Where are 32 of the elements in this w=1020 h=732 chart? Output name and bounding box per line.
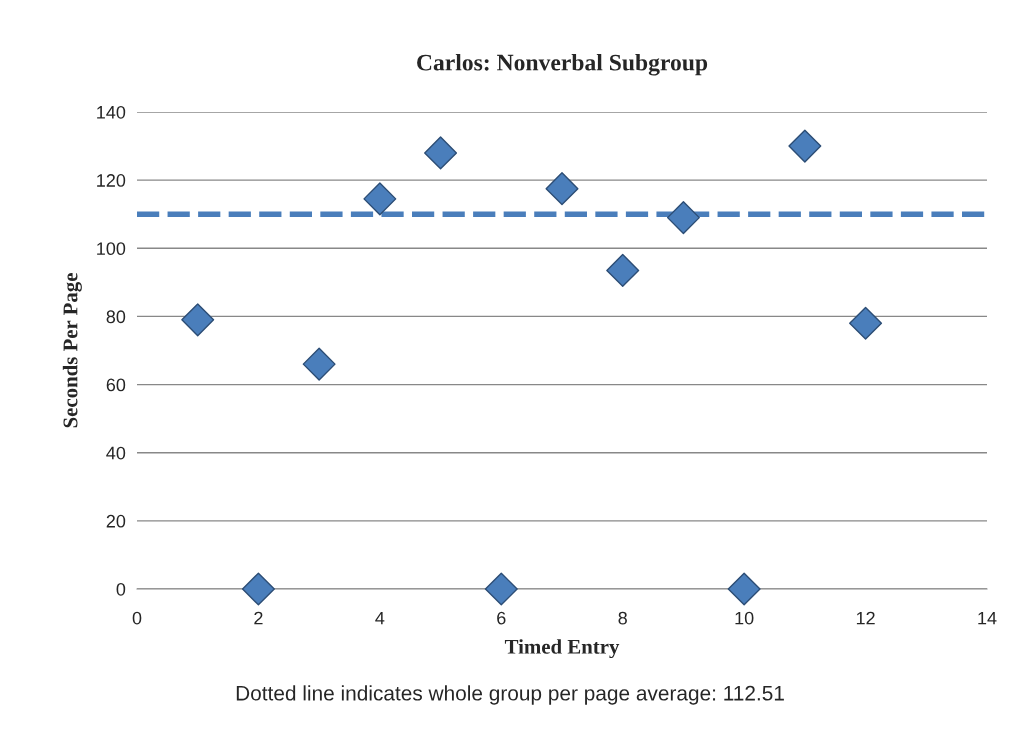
y-tick-label: 60	[106, 378, 126, 392]
point	[363, 182, 397, 216]
point	[241, 572, 275, 606]
x-tick-label: 6	[497, 611, 506, 625]
y-tick-label: 40	[106, 446, 126, 460]
point	[545, 172, 579, 206]
point	[606, 253, 640, 287]
text: Dotted line indicates whole group per page average: 112.51	[236, 685, 784, 705]
y-tick-label: 0	[116, 582, 126, 596]
x-tick-label: 0	[132, 611, 142, 625]
point	[727, 572, 761, 606]
x-tick-label: 8	[618, 611, 627, 625]
point	[484, 572, 518, 606]
y-tick-label: 120	[97, 174, 126, 187]
y-tick-label: 20	[106, 514, 126, 528]
chart-title: Carlos: Nonverbal Subgroup	[417, 53, 708, 76]
point	[788, 129, 822, 163]
point	[666, 201, 700, 235]
point	[849, 306, 883, 340]
x-axis-title: Timed Entry	[504, 639, 620, 659]
point	[181, 303, 215, 337]
y-axis-title: Seconds Per Page	[62, 273, 82, 428]
x-tick-label: 2	[254, 611, 263, 625]
point	[424, 136, 458, 170]
y-tick-label: 140	[97, 105, 126, 119]
y-tick-label: 100	[97, 242, 126, 256]
y-tick-label: 80	[106, 310, 126, 324]
x-tick-label: 4	[375, 611, 385, 625]
x-tick-label: 12	[856, 611, 875, 625]
point	[302, 347, 336, 381]
x-tick-label: 14	[978, 611, 997, 625]
x-tick-label: 10	[735, 611, 754, 625]
